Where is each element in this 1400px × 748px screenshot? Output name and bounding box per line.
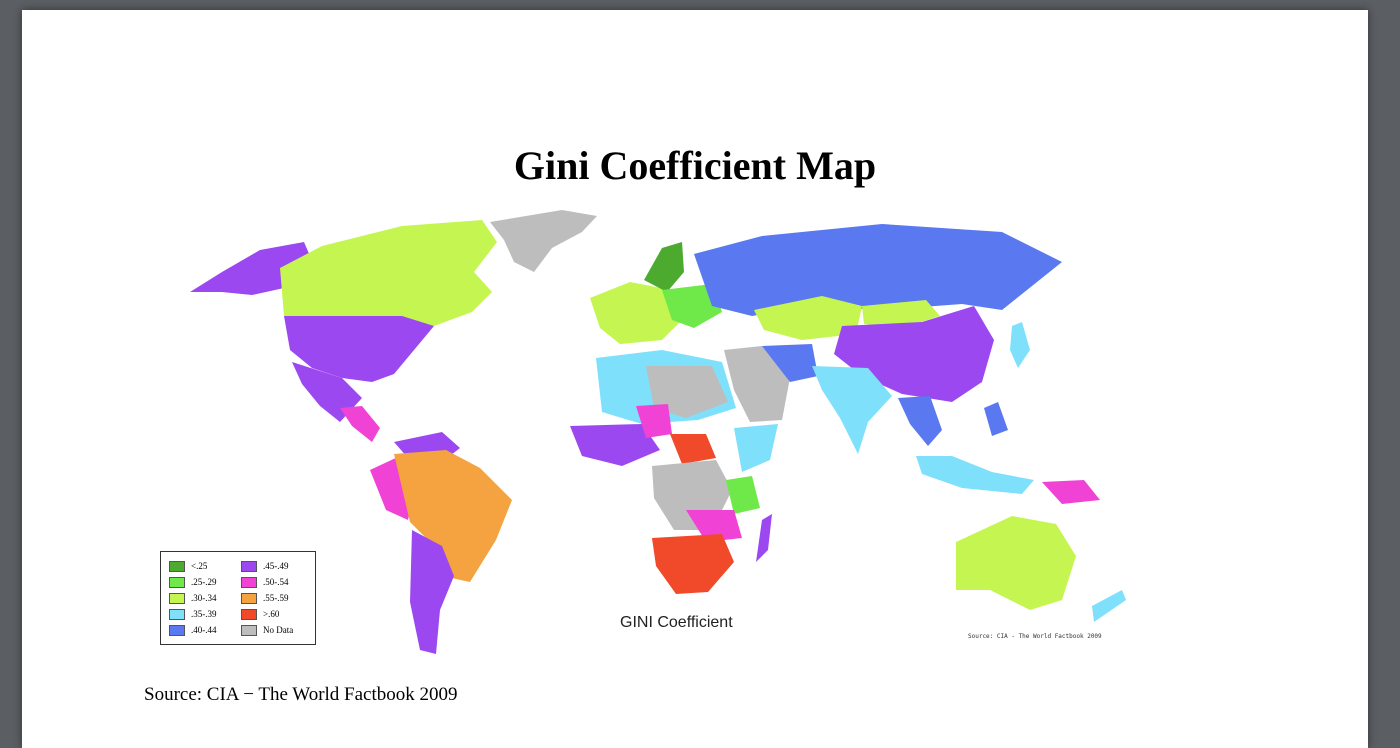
region-central-america: [340, 406, 380, 442]
gini-world-map: GINI Coefficient Source: CIA - The World…: [22, 10, 1368, 748]
region-argentina: [410, 530, 454, 654]
legend-column-right: .45-.49 .50-.54 .55-.59 >.60 No Data: [241, 558, 293, 638]
legend-item: .25-.29: [169, 574, 217, 590]
legend-swatch: [241, 608, 257, 620]
region-new-zealand: [1092, 590, 1126, 622]
legend-swatch: [169, 560, 185, 572]
legend-item: .50-.54: [241, 574, 293, 590]
region-iran: [762, 344, 818, 382]
region-central-africa: [670, 434, 716, 464]
region-russia: [694, 224, 1062, 316]
region-usa: [284, 316, 434, 382]
legend-label: .35-.39: [191, 609, 217, 619]
region-middle-east: [724, 346, 790, 422]
map-caption: GINI Coefficient: [620, 614, 733, 631]
region-philippines: [984, 402, 1008, 436]
region-madagascar: [756, 514, 772, 562]
legend-swatch: [169, 592, 185, 604]
legend-item: >.60: [241, 606, 293, 622]
region-scandinavia: [644, 242, 684, 292]
region-canada: [280, 220, 497, 326]
legend-label: >.60: [263, 609, 280, 619]
region-eastern-europe: [662, 284, 722, 328]
region-brazil: [394, 450, 512, 582]
legend-item: No Data: [241, 622, 293, 638]
region-indonesia: [916, 456, 1034, 494]
legend-label: .25-.29: [191, 577, 217, 587]
region-mongolia: [862, 300, 940, 328]
legend-item: .30-.34: [169, 590, 217, 606]
legend-label: .55-.59: [263, 593, 289, 603]
document-page: Gini Coefficient Map: [22, 10, 1368, 748]
region-east-africa: [734, 424, 778, 472]
legend-label: .50-.54: [263, 577, 289, 587]
legend-label: .45-.49: [263, 561, 289, 571]
region-japan: [1010, 322, 1030, 368]
region-west-africa: [570, 424, 660, 466]
legend-swatch: [169, 624, 185, 636]
region-nigeria: [636, 404, 672, 438]
legend-item: .55-.59: [241, 590, 293, 606]
region-se-asia: [898, 396, 942, 446]
legend-label: .40-.44: [191, 625, 217, 635]
region-australia: [956, 516, 1076, 610]
page-title: Gini Coefficient Map: [513, 143, 877, 188]
legend-swatch: [241, 560, 257, 572]
legend-swatch: [241, 576, 257, 588]
legend-swatch: [241, 592, 257, 604]
legend-item: <.25: [169, 558, 217, 574]
region-central-asia: [754, 296, 862, 340]
region-europe-west: [590, 282, 682, 344]
region-southern-africa: [652, 534, 734, 594]
legend-label: .30-.34: [191, 593, 217, 603]
region-alaska: [190, 242, 310, 295]
region-tanzania: [726, 476, 760, 514]
world-map-svg: [190, 210, 1126, 654]
legend-column-left: <.25 .25-.29 .30-.34 .35-.39 .40-.44: [169, 558, 217, 638]
map-legend: <.25 .25-.29 .30-.34 .35-.39 .40-.44: [160, 551, 316, 645]
legend-item: .35-.39: [169, 606, 217, 622]
legend-label: <.25: [191, 561, 208, 571]
document-source: Source: CIA − The World Factbook 2009: [144, 684, 458, 705]
legend-item: .45-.49: [241, 558, 293, 574]
legend-swatch: [169, 608, 185, 620]
region-india: [812, 366, 892, 454]
region-papua-new-guinea: [1042, 480, 1100, 504]
legend-swatch: [169, 576, 185, 588]
region-zambia: [686, 510, 742, 542]
legend-swatch: [241, 624, 257, 636]
map-source-small: Source: CIA - The World Factbook 2009: [968, 633, 1102, 640]
region-mexico: [292, 362, 362, 422]
legend-item: .40-.44: [169, 622, 217, 638]
region-greenland: [490, 210, 597, 272]
legend-label: No Data: [263, 625, 294, 635]
